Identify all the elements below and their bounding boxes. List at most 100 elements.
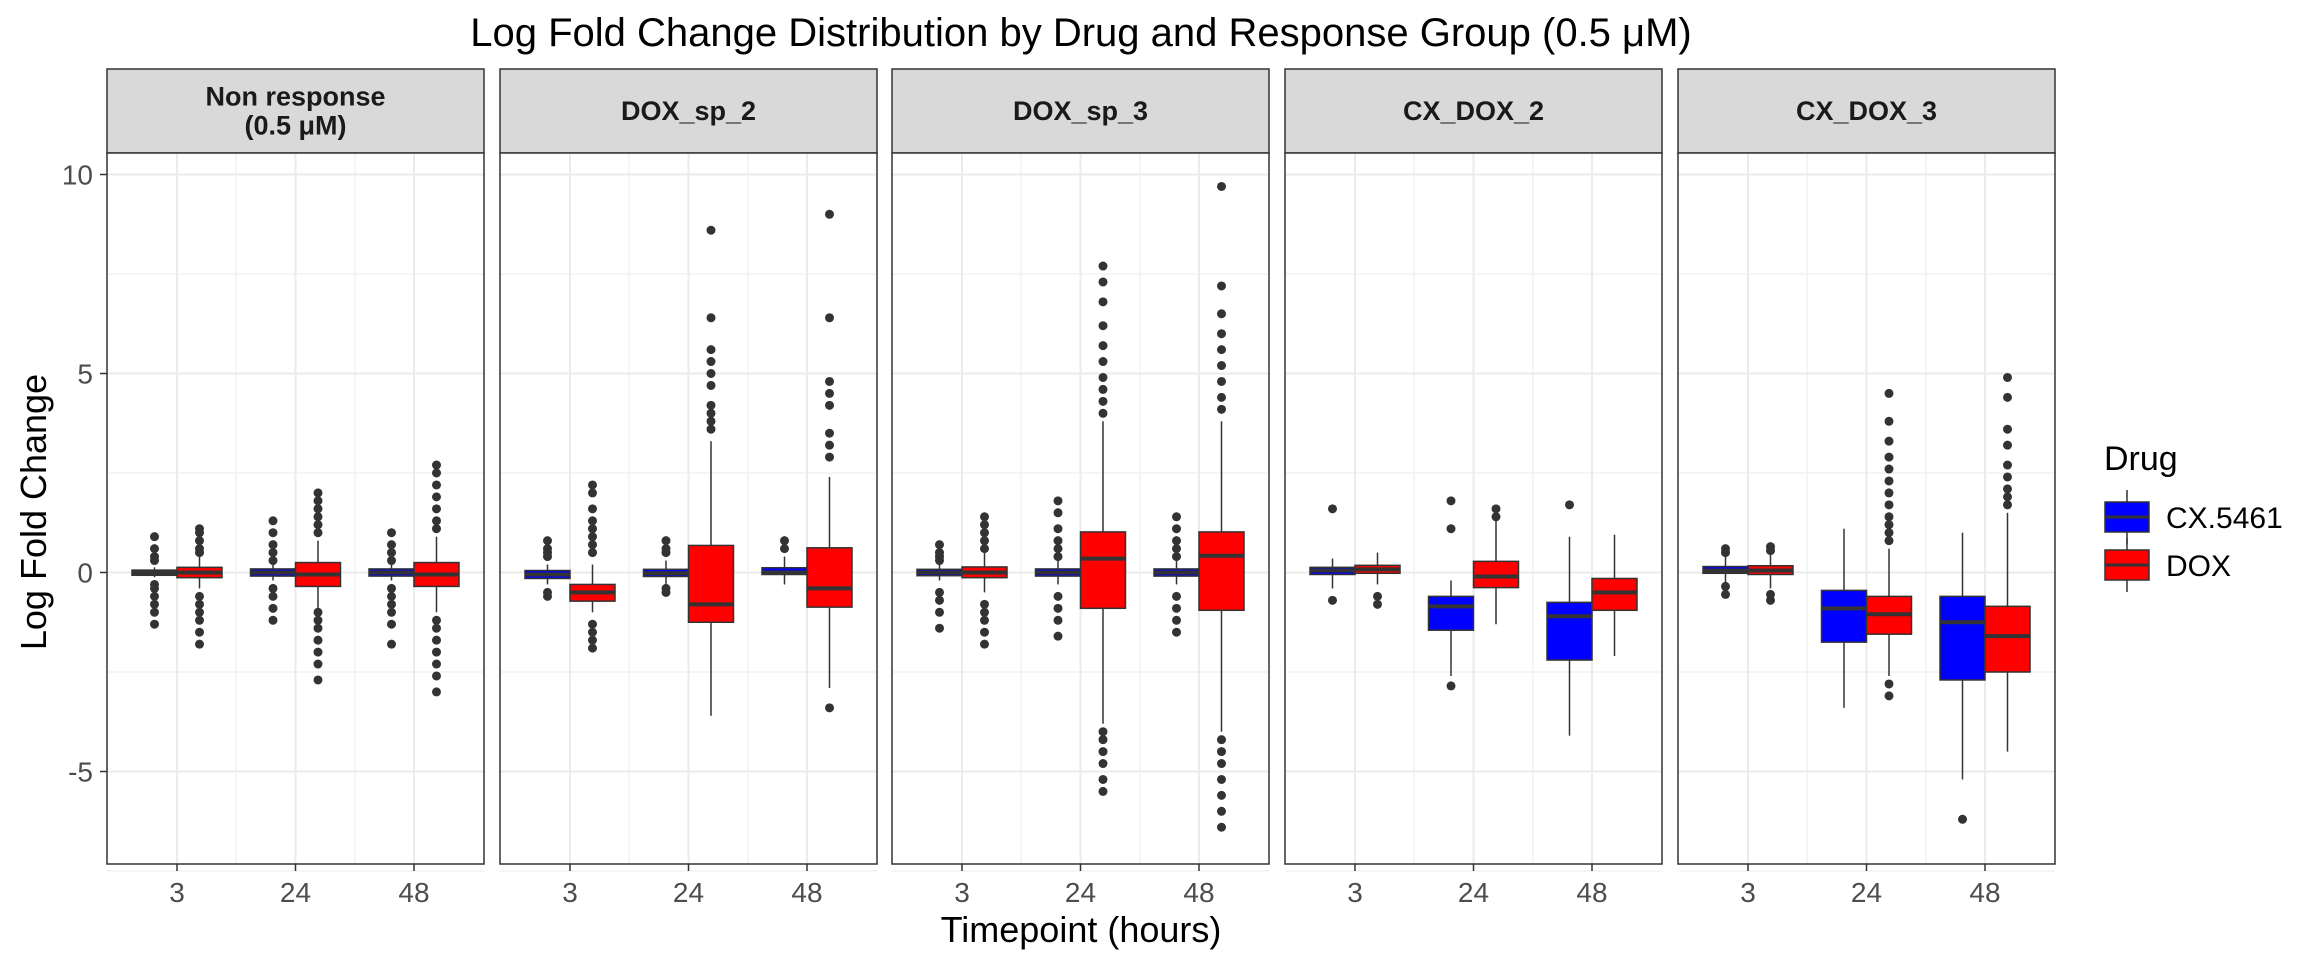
outlier-point [1217, 361, 1226, 371]
outlier-point [195, 639, 204, 649]
box-dox-48h [1984, 372, 2031, 752]
outlier-point [825, 376, 834, 386]
outlier-point [2003, 372, 2012, 382]
facet-strip-label: Non response [205, 82, 385, 112]
outlier-point [432, 623, 441, 633]
outlier-point [313, 623, 323, 633]
outlier-point [432, 635, 441, 645]
box-dox-24h [1865, 388, 1913, 701]
outlier-point [1884, 691, 1894, 701]
outlier-point [1217, 392, 1226, 402]
box-cx5461-48h [1153, 512, 1200, 637]
outlier-point [980, 520, 989, 530]
outlier-point [387, 583, 396, 593]
outlier-point [313, 647, 323, 657]
box-body [1546, 601, 1593, 661]
outlier-point [1098, 747, 1108, 757]
outlier-point [588, 480, 597, 490]
outlier-point [825, 209, 834, 219]
outlier-point [432, 492, 441, 502]
facet-strip-label: DOX_sp_2 [621, 96, 756, 126]
outlier-point [1884, 388, 1894, 398]
legend-entry-cx5461: CX.5461 [2104, 490, 2283, 544]
outlier-point [387, 639, 396, 649]
outlier-point [1098, 341, 1108, 351]
outlier-point [1172, 627, 1181, 637]
outlier-point [195, 607, 204, 617]
outlier-point [1172, 603, 1181, 613]
outlier-point [2003, 424, 2012, 434]
outlier-point [1053, 591, 1063, 601]
box-body [1198, 531, 1245, 612]
facet-strip [891, 68, 1270, 154]
outlier-point [825, 452, 834, 462]
outlier-point [387, 528, 396, 538]
outlier-point [588, 643, 597, 653]
outlier-point [980, 512, 989, 522]
box-dox-24h [294, 488, 342, 685]
outlier-point [313, 528, 323, 538]
box-body [1079, 531, 1127, 610]
x-tick-label: 48 [791, 877, 822, 908]
y-axis-title: Log Fold Change [13, 374, 54, 650]
facet-panel: DOX_sp_3 3 24 48 [891, 68, 1270, 908]
outlier-point [706, 408, 716, 418]
outlier-point [2003, 472, 2012, 482]
outlier-point [150, 579, 159, 589]
outlier-point [588, 635, 597, 645]
outlier-point [195, 536, 204, 546]
outlier-point [980, 615, 989, 625]
outlier-point [543, 544, 552, 554]
box-cx5461-48h [368, 528, 415, 649]
outlier-point [935, 540, 944, 550]
legend: Drug CX.5461 DOX [2104, 440, 2283, 592]
outlier-point [1884, 436, 1894, 446]
outlier-point [1098, 297, 1108, 307]
box-dox-3h [176, 524, 223, 649]
outlier-point [706, 225, 716, 235]
y-tick-label: -5 [68, 757, 93, 788]
outlier-point [150, 552, 159, 562]
box-cx5461-24h [1427, 496, 1475, 691]
outlier-point [313, 635, 323, 645]
outlier-point [432, 687, 441, 697]
outlier-point [313, 488, 323, 498]
outlier-point [150, 619, 159, 629]
outlier-point [588, 627, 597, 637]
outlier-point [825, 428, 834, 438]
outlier-point [1565, 500, 1574, 510]
x-tick-label: 3 [1347, 877, 1363, 908]
outlier-point [1884, 416, 1894, 426]
outlier-point [150, 607, 159, 617]
outlier-point [1491, 512, 1501, 522]
outlier-point [1053, 508, 1063, 518]
outlier-point [706, 345, 716, 355]
x-tick-label: 3 [169, 877, 185, 908]
outlier-point [1098, 735, 1108, 745]
outlier-point [387, 607, 396, 617]
y-tick-label: 5 [77, 359, 93, 390]
outlier-point [150, 599, 159, 609]
outlier-point [1884, 464, 1894, 474]
box-body [687, 544, 735, 623]
box-body [1939, 595, 1986, 681]
outlier-point [313, 659, 323, 669]
outlier-point [268, 528, 278, 538]
outlier-point [588, 524, 597, 534]
outlier-point [1217, 759, 1226, 769]
box-dox-3h [1747, 542, 1794, 605]
outlier-point [588, 548, 597, 558]
outlier-point [1884, 528, 1894, 538]
outlier-point [1053, 603, 1063, 613]
outlier-point [543, 587, 552, 597]
outlier-point [935, 595, 944, 605]
x-tick-label: 48 [398, 877, 429, 908]
outlier-point [195, 599, 204, 609]
y-tick-label: 10 [62, 160, 93, 191]
outlier-point [935, 607, 944, 617]
outlier-point [2003, 492, 2012, 502]
box-dox-24h [687, 225, 735, 716]
outlier-point [387, 591, 396, 601]
legend-title: Drug [2104, 440, 2178, 478]
